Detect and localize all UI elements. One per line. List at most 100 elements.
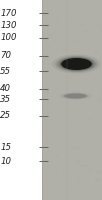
Bar xyxy=(51,97,54,100)
Bar xyxy=(95,91,99,94)
Bar xyxy=(47,91,50,95)
Bar xyxy=(83,164,88,167)
Bar xyxy=(51,133,55,135)
Bar xyxy=(71,147,74,149)
Bar xyxy=(85,18,88,21)
Bar xyxy=(93,58,96,59)
Bar xyxy=(62,47,65,51)
Bar xyxy=(99,50,102,52)
Bar xyxy=(94,104,99,105)
Bar xyxy=(68,193,70,196)
Bar xyxy=(67,70,70,72)
Bar xyxy=(89,137,91,139)
Bar xyxy=(94,78,98,81)
Bar xyxy=(75,160,80,163)
Text: 35: 35 xyxy=(0,95,11,104)
Ellipse shape xyxy=(61,93,90,99)
Bar xyxy=(88,171,93,174)
Bar xyxy=(51,30,56,33)
Bar xyxy=(66,87,68,88)
Bar xyxy=(50,21,53,23)
Bar xyxy=(54,54,56,56)
Bar xyxy=(63,174,68,177)
Bar xyxy=(90,49,92,50)
Bar xyxy=(68,140,72,142)
Bar xyxy=(57,166,59,168)
Bar xyxy=(81,33,83,34)
Bar xyxy=(79,195,80,198)
Bar xyxy=(62,94,63,96)
Bar xyxy=(56,89,61,92)
Bar xyxy=(65,71,68,75)
Bar xyxy=(78,64,82,66)
Bar xyxy=(49,55,54,57)
Bar xyxy=(50,94,54,96)
Bar xyxy=(70,69,74,73)
Bar xyxy=(88,117,91,120)
Bar xyxy=(79,165,84,167)
Bar xyxy=(43,148,48,152)
Bar xyxy=(52,93,55,96)
Bar xyxy=(70,184,73,188)
Bar xyxy=(54,90,56,93)
Bar xyxy=(43,105,44,106)
Bar xyxy=(45,166,50,170)
Bar xyxy=(49,33,52,37)
Bar xyxy=(48,61,49,63)
Bar xyxy=(75,197,77,199)
Bar xyxy=(91,128,95,130)
Bar xyxy=(80,24,84,26)
Bar xyxy=(96,113,98,116)
Bar xyxy=(93,134,95,137)
Bar xyxy=(48,148,52,151)
Bar xyxy=(49,131,54,132)
Bar xyxy=(64,174,68,177)
Bar xyxy=(48,125,50,126)
Bar xyxy=(96,104,100,105)
Bar xyxy=(96,153,98,154)
Bar xyxy=(84,61,88,64)
Bar xyxy=(98,161,100,164)
Bar xyxy=(86,155,87,157)
Bar xyxy=(97,97,102,101)
Bar xyxy=(44,137,47,139)
Bar xyxy=(55,131,56,135)
Bar xyxy=(52,39,56,41)
Bar xyxy=(61,97,66,98)
Bar xyxy=(65,180,68,181)
Bar xyxy=(44,4,48,7)
Bar xyxy=(51,39,53,41)
Bar xyxy=(81,144,86,145)
Bar xyxy=(67,122,70,123)
Bar xyxy=(87,74,91,76)
Bar xyxy=(83,109,85,112)
Bar xyxy=(59,81,61,82)
Bar xyxy=(80,108,82,110)
Bar xyxy=(74,149,76,152)
Bar xyxy=(91,34,95,38)
Bar xyxy=(63,10,68,14)
Bar xyxy=(96,71,98,73)
Bar xyxy=(90,67,94,70)
Ellipse shape xyxy=(57,56,96,72)
Bar xyxy=(79,123,82,126)
Bar xyxy=(45,71,50,73)
Bar xyxy=(74,0,75,1)
Bar xyxy=(64,4,69,6)
Bar xyxy=(56,126,57,129)
Bar xyxy=(63,151,68,153)
Bar xyxy=(83,107,85,111)
Bar xyxy=(91,45,95,48)
Bar xyxy=(45,182,49,183)
Bar xyxy=(44,178,48,179)
Bar xyxy=(46,23,50,27)
Bar xyxy=(45,88,49,92)
Bar xyxy=(82,92,84,95)
Bar xyxy=(57,49,58,51)
Bar xyxy=(46,59,51,61)
Bar xyxy=(59,190,63,193)
Text: 55: 55 xyxy=(0,66,11,75)
Bar xyxy=(66,170,69,171)
Text: 40: 40 xyxy=(0,84,11,93)
Bar xyxy=(99,195,101,196)
